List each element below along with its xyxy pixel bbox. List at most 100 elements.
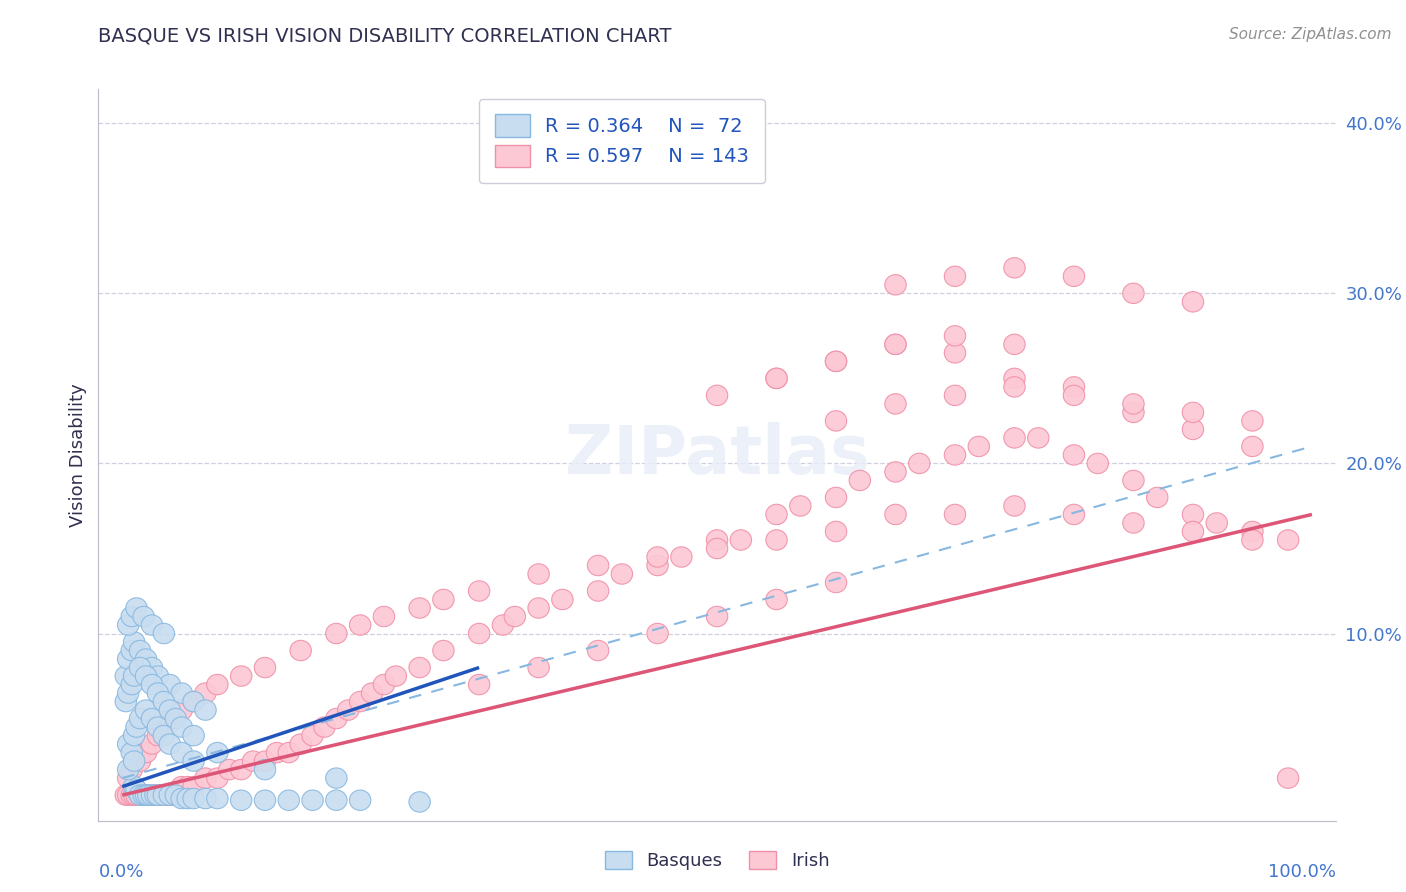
Ellipse shape — [385, 665, 406, 686]
Ellipse shape — [1004, 496, 1025, 516]
Text: Source: ZipAtlas.com: Source: ZipAtlas.com — [1229, 27, 1392, 42]
Ellipse shape — [149, 785, 172, 805]
Ellipse shape — [165, 785, 187, 805]
Ellipse shape — [138, 785, 159, 805]
Ellipse shape — [129, 708, 150, 729]
Ellipse shape — [706, 385, 728, 406]
Ellipse shape — [148, 785, 169, 805]
Ellipse shape — [172, 742, 193, 763]
Ellipse shape — [1182, 504, 1204, 524]
Ellipse shape — [125, 780, 148, 800]
Ellipse shape — [314, 717, 335, 738]
Ellipse shape — [124, 776, 145, 797]
Ellipse shape — [1123, 402, 1144, 423]
Ellipse shape — [433, 640, 454, 661]
Ellipse shape — [409, 657, 430, 678]
Ellipse shape — [134, 785, 155, 805]
Ellipse shape — [647, 547, 668, 567]
Ellipse shape — [129, 785, 150, 805]
Ellipse shape — [195, 700, 217, 720]
Ellipse shape — [231, 790, 252, 811]
Ellipse shape — [129, 751, 150, 772]
Ellipse shape — [195, 683, 217, 703]
Ellipse shape — [254, 657, 276, 678]
Ellipse shape — [373, 607, 395, 627]
Ellipse shape — [1004, 368, 1025, 389]
Ellipse shape — [945, 445, 966, 465]
Ellipse shape — [588, 556, 609, 575]
Ellipse shape — [148, 785, 169, 805]
Text: 100.0%: 100.0% — [1268, 863, 1336, 881]
Ellipse shape — [115, 785, 136, 805]
Ellipse shape — [254, 759, 276, 780]
Ellipse shape — [612, 564, 633, 584]
Ellipse shape — [153, 717, 174, 738]
Ellipse shape — [1278, 768, 1299, 789]
Ellipse shape — [218, 759, 240, 780]
Ellipse shape — [124, 725, 145, 746]
Ellipse shape — [159, 785, 180, 805]
Ellipse shape — [588, 640, 609, 661]
Ellipse shape — [177, 776, 198, 797]
Ellipse shape — [527, 564, 550, 584]
Ellipse shape — [1182, 292, 1204, 312]
Ellipse shape — [361, 683, 382, 703]
Ellipse shape — [121, 607, 142, 627]
Ellipse shape — [153, 691, 174, 712]
Ellipse shape — [1063, 385, 1084, 406]
Ellipse shape — [884, 504, 907, 524]
Ellipse shape — [115, 691, 136, 712]
Ellipse shape — [326, 624, 347, 644]
Ellipse shape — [302, 790, 323, 811]
Ellipse shape — [153, 785, 174, 805]
Ellipse shape — [433, 590, 454, 610]
Ellipse shape — [1004, 334, 1025, 354]
Ellipse shape — [1063, 445, 1084, 465]
Ellipse shape — [159, 674, 180, 695]
Ellipse shape — [207, 768, 228, 789]
Ellipse shape — [159, 700, 180, 720]
Ellipse shape — [141, 615, 163, 635]
Ellipse shape — [153, 785, 174, 805]
Ellipse shape — [278, 790, 299, 811]
Ellipse shape — [165, 785, 187, 805]
Text: ZIPatlas: ZIPatlas — [565, 422, 869, 488]
Ellipse shape — [527, 657, 550, 678]
Ellipse shape — [125, 717, 148, 738]
Ellipse shape — [172, 789, 193, 809]
Ellipse shape — [1063, 504, 1084, 524]
Ellipse shape — [278, 742, 299, 763]
Ellipse shape — [492, 615, 513, 635]
Ellipse shape — [266, 742, 288, 763]
Ellipse shape — [135, 648, 156, 669]
Ellipse shape — [148, 717, 169, 738]
Ellipse shape — [825, 410, 846, 431]
Ellipse shape — [135, 665, 156, 686]
Ellipse shape — [195, 789, 217, 809]
Ellipse shape — [290, 734, 311, 755]
Ellipse shape — [254, 790, 276, 811]
Ellipse shape — [129, 640, 150, 661]
Ellipse shape — [908, 453, 929, 474]
Ellipse shape — [1063, 266, 1084, 286]
Ellipse shape — [118, 683, 139, 703]
Ellipse shape — [884, 275, 907, 295]
Ellipse shape — [551, 590, 574, 610]
Ellipse shape — [505, 607, 526, 627]
Ellipse shape — [1241, 530, 1263, 550]
Ellipse shape — [165, 708, 187, 729]
Ellipse shape — [177, 789, 198, 809]
Ellipse shape — [183, 776, 204, 797]
Ellipse shape — [1206, 513, 1227, 533]
Ellipse shape — [141, 785, 163, 805]
Ellipse shape — [134, 607, 155, 627]
Ellipse shape — [326, 708, 347, 729]
Text: 0.0%: 0.0% — [98, 863, 143, 881]
Ellipse shape — [1182, 402, 1204, 423]
Ellipse shape — [121, 674, 142, 695]
Ellipse shape — [121, 759, 142, 780]
Ellipse shape — [730, 530, 752, 550]
Ellipse shape — [172, 683, 193, 703]
Ellipse shape — [115, 665, 136, 686]
Ellipse shape — [125, 785, 148, 805]
